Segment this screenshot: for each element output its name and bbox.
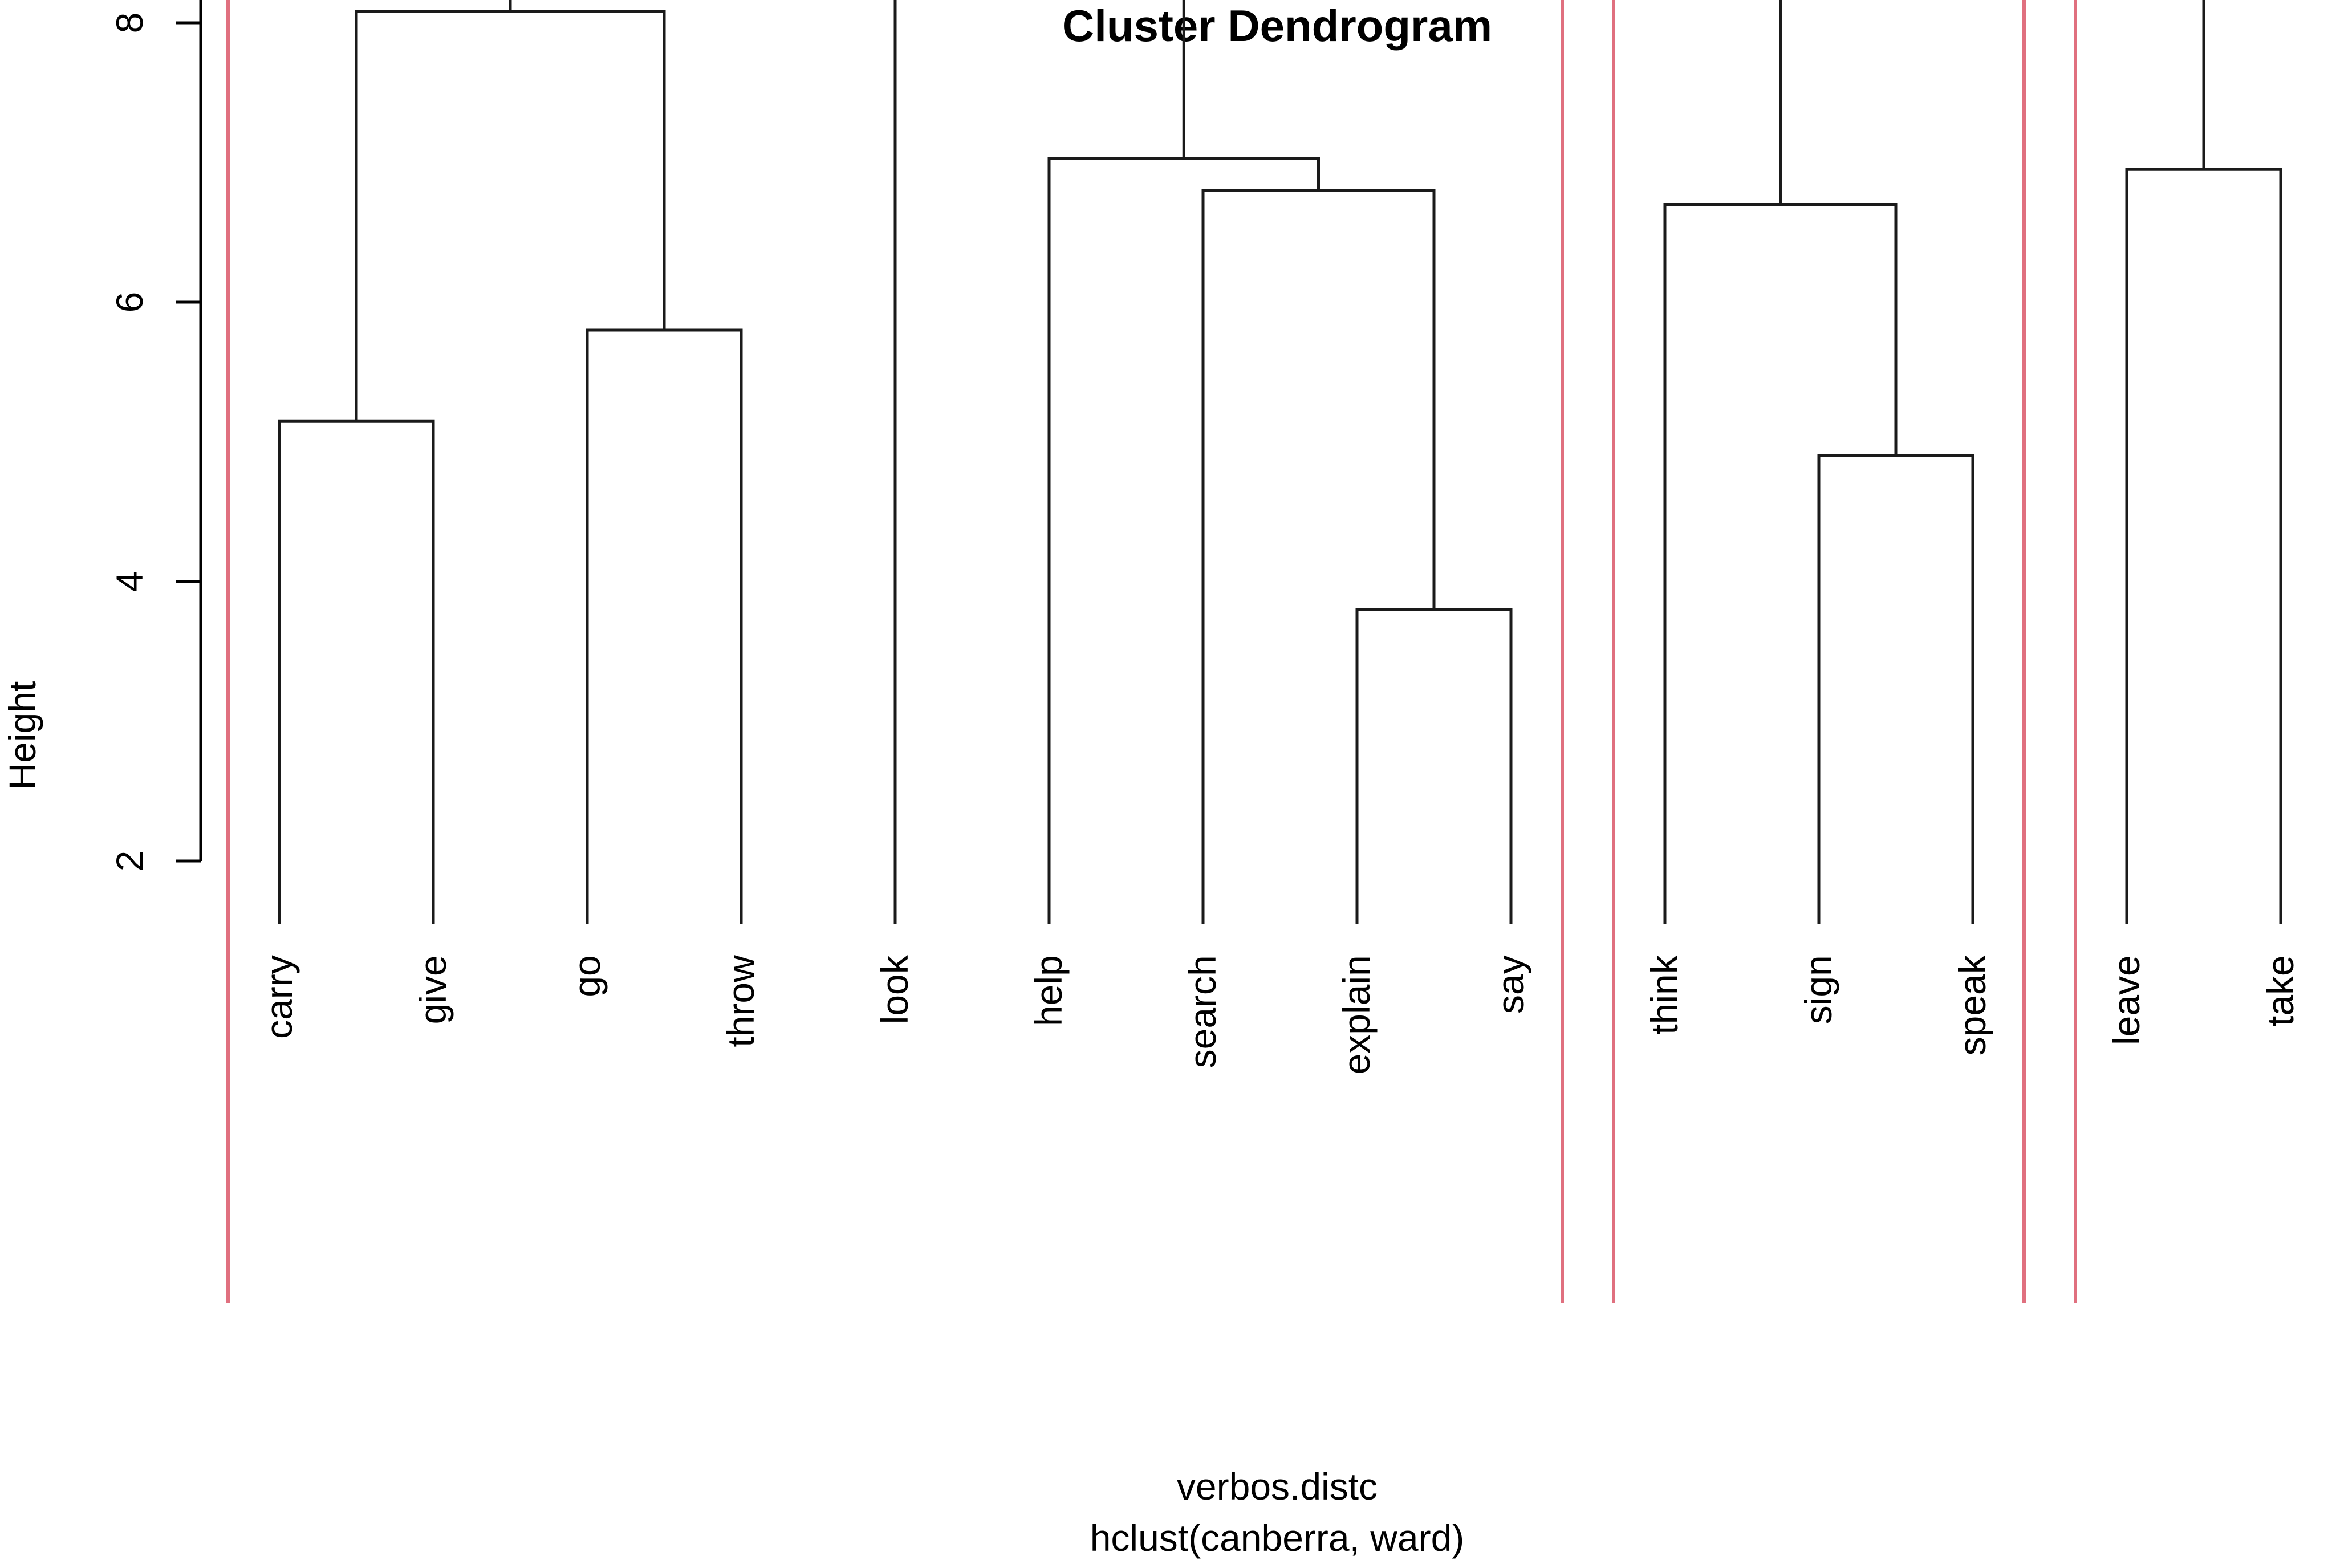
leaf-label: search (1181, 955, 1224, 1068)
y-tick-label: 6 (108, 292, 151, 313)
cluster-rectangle (2074, 0, 2077, 1303)
dendrogram-link (1355, 608, 1513, 924)
leaf-label: go (566, 955, 608, 997)
dendrogram-links (278, 0, 2282, 924)
dendrogram-link (1779, 0, 2205, 205)
leaf-labels: carry give go throw look help search explain say… (258, 954, 2301, 1074)
leaf-label: say (1489, 955, 1531, 1014)
leaf-label: carry (258, 955, 300, 1039)
leaf-label: take (2259, 955, 2301, 1026)
cluster-rectangle (1612, 0, 2026, 1303)
leaf-label: speak (1951, 954, 1993, 1055)
dendrogram-link (1201, 189, 1436, 924)
leaf-label: give (412, 955, 454, 1024)
dendrogram-link (509, 0, 512, 12)
cluster-boxes (226, 0, 2077, 1303)
x-axis-label: verbos.distc (1177, 1465, 1378, 1508)
leaf-label: throw (720, 955, 762, 1047)
y-axis: 2468101214 (108, 0, 202, 872)
leaf-label: look (873, 954, 916, 1024)
chart-title: Cluster Dendrogram (1062, 1, 1492, 51)
leaf-label: explain (1335, 955, 1378, 1074)
leaf-label: help (1027, 955, 1070, 1026)
dendrogram-link (1047, 157, 1320, 924)
dendrogram-link (2125, 168, 2282, 924)
dendrogram-link (586, 328, 743, 924)
y-tick-label: 4 (108, 571, 151, 592)
y-tick-label: 8 (108, 13, 151, 34)
dendrogram-link (278, 419, 435, 924)
dendrogram-link (355, 10, 666, 421)
leaf-label: think (1643, 954, 1685, 1034)
leaf-label: leave (2105, 955, 2147, 1045)
y-axis-label: Height (1, 681, 43, 790)
dendrogram-link (893, 0, 1185, 924)
y-tick-label: 2 (108, 851, 151, 872)
leaf-label: sign (1797, 955, 1839, 1024)
cluster-rectangle (226, 0, 1564, 1303)
dendrogram-link (1817, 454, 1974, 924)
x-axis-subtitle: hclust(canberra, ward) (1090, 1517, 1465, 1559)
dendrogram-link (1663, 203, 1898, 924)
